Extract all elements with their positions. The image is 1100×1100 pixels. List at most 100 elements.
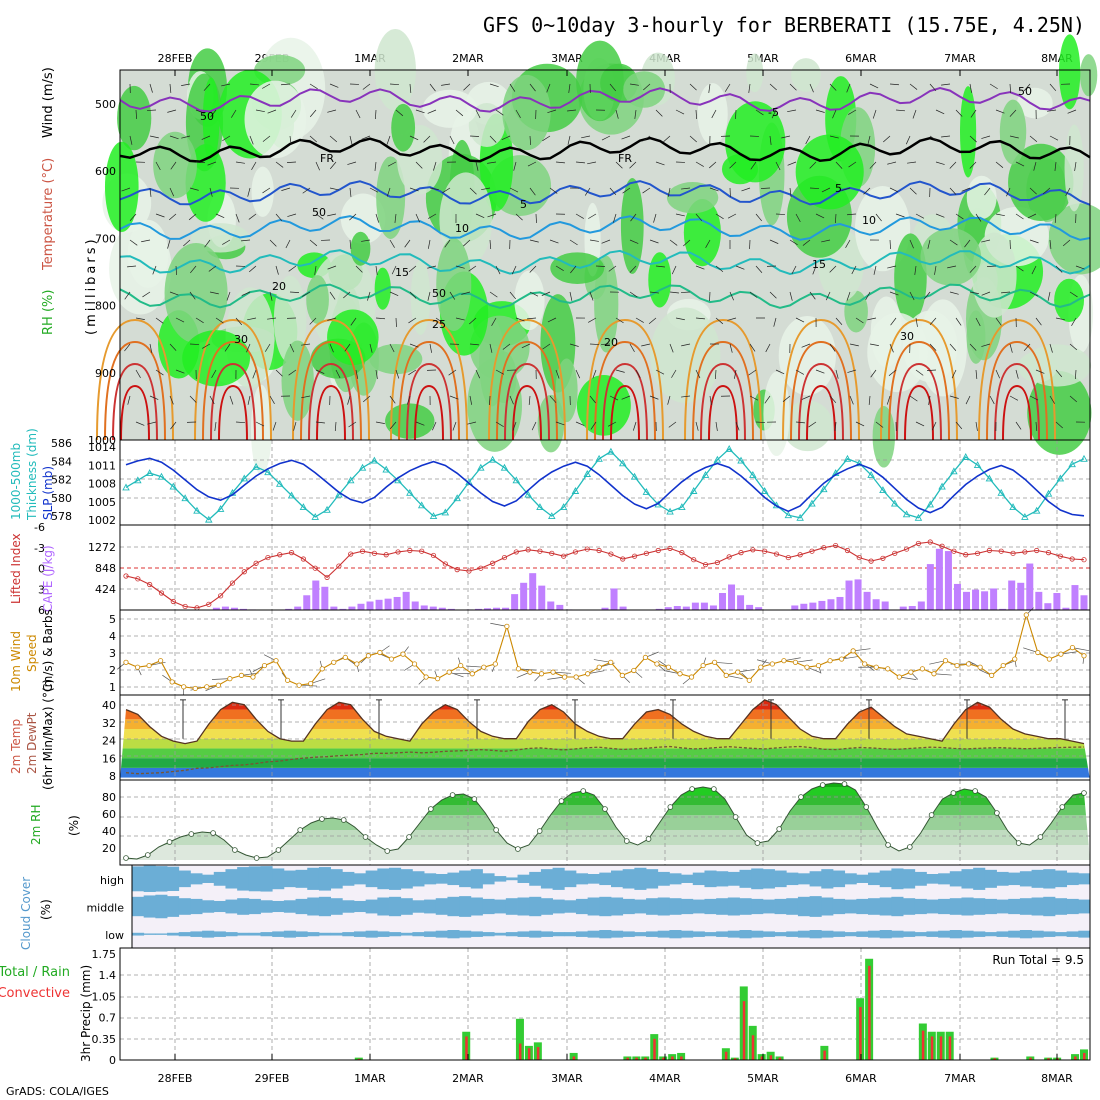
cape-bar <box>700 602 708 610</box>
rh-contour-fill <box>374 267 391 310</box>
lifted-index-point <box>868 558 874 564</box>
thickness-point <box>1044 489 1053 497</box>
wind-barb <box>489 83 499 88</box>
cloud-bar-high <box>365 870 378 888</box>
wind-barb <box>248 265 257 273</box>
cloud-bar-high <box>786 872 799 886</box>
rh-contour-fill <box>1008 143 1074 221</box>
rh-contour-fill <box>251 166 274 217</box>
cape-bar <box>972 589 980 610</box>
cloud-bar-high <box>716 871 729 887</box>
wind-barb <box>361 135 371 140</box>
wind-barb <box>681 343 691 347</box>
cloud-bar-low <box>494 932 507 936</box>
cloud-bar-high <box>996 871 1009 886</box>
thickness-point <box>358 463 367 471</box>
wind-barb <box>689 135 697 143</box>
cloud-bar-high <box>540 869 553 889</box>
cape-bar <box>755 607 763 610</box>
cloud-bar-high <box>973 867 986 890</box>
cape-bar <box>854 579 862 610</box>
wind-barb <box>789 239 798 246</box>
wind-speed-point <box>654 661 660 667</box>
wind-barb <box>1055 369 1063 378</box>
lifted-index-point <box>691 557 697 563</box>
tick-label: 1.4 <box>99 969 117 982</box>
wind-barb <box>760 187 771 189</box>
wind-barb <box>375 421 385 424</box>
wind-barb <box>262 187 271 194</box>
wind-barb <box>475 369 481 379</box>
isotherm-dome <box>692 340 754 441</box>
rh-point <box>275 847 282 853</box>
wind-barb <box>567 109 577 112</box>
thickness-point <box>252 462 260 470</box>
wind-barb <box>630 213 637 222</box>
wind-barb <box>643 83 651 91</box>
rh-point <box>1059 804 1066 810</box>
thickness-point <box>938 482 946 490</box>
wind-barb <box>756 659 773 665</box>
rh-contour-fill <box>422 89 477 128</box>
wind-barb <box>802 239 811 246</box>
cape-bar <box>230 607 238 610</box>
dewpoint-line <box>125 745 1085 775</box>
wind-barb <box>209 291 219 295</box>
wind-barb <box>986 265 997 268</box>
lifted-index-point <box>312 565 318 571</box>
isotherm-label: FR <box>320 152 334 165</box>
cloud-bar-middle <box>587 897 600 916</box>
cloud-bar-middle <box>797 896 811 917</box>
lifted-index-point <box>951 548 957 554</box>
wind-barb <box>815 213 825 219</box>
wind-barb <box>929 343 937 351</box>
rh-point <box>580 788 587 794</box>
wind-barb <box>127 265 137 268</box>
wind-barb <box>335 369 341 379</box>
isotherm-line <box>119 136 1091 163</box>
wind-speed-point <box>931 671 937 677</box>
wind-barb <box>969 83 972 93</box>
wind-barb <box>829 83 837 91</box>
thickness-point <box>216 504 225 512</box>
isotherm-dome <box>414 384 444 441</box>
tick-label: 32 <box>102 717 116 730</box>
cloud-bar-low <box>832 931 846 937</box>
wind-barb <box>204 239 211 248</box>
wind-barb <box>969 265 977 273</box>
wind-barb <box>741 187 751 192</box>
wind-barb <box>789 187 792 197</box>
isotherm-line <box>119 86 1091 113</box>
rh-contour-fill <box>620 178 644 274</box>
wind-barb <box>655 109 663 117</box>
date-label-bottom: 7MAR <box>944 1072 976 1085</box>
cloud-bar-high <box>190 873 203 885</box>
cloud-bar-low <box>587 930 600 938</box>
lifted-index-point <box>253 560 259 566</box>
rh-point <box>558 798 565 804</box>
cloud-bar-middle <box>1031 897 1044 916</box>
precip-total-bar <box>569 1052 578 1060</box>
wind-barb <box>309 83 318 90</box>
cloud-bar-high <box>318 867 332 891</box>
cloud-bar-middle <box>540 898 553 915</box>
wind-barb <box>255 109 265 113</box>
wind-barb <box>949 239 958 246</box>
wind-barb <box>374 161 377 171</box>
wind-barb <box>1071 317 1077 326</box>
wind-barb <box>709 187 719 192</box>
cloud-bar-middle <box>365 899 378 914</box>
wind-barb <box>375 109 377 120</box>
wind-barb <box>549 395 557 403</box>
wind-barb <box>905 135 911 145</box>
wind-barb <box>509 291 517 300</box>
tick-label: 500 <box>95 98 116 111</box>
cloud-bar-high <box>155 866 168 892</box>
wind-barb <box>415 213 420 223</box>
wind-barb <box>409 343 419 348</box>
wind-barb <box>829 265 837 273</box>
cloud-bar-low <box>295 931 308 937</box>
wind-barb <box>683 239 691 247</box>
wind-barb <box>201 135 211 140</box>
upper-air-panel: FR FR-55510101515202025305050505030500600… <box>88 29 1100 475</box>
